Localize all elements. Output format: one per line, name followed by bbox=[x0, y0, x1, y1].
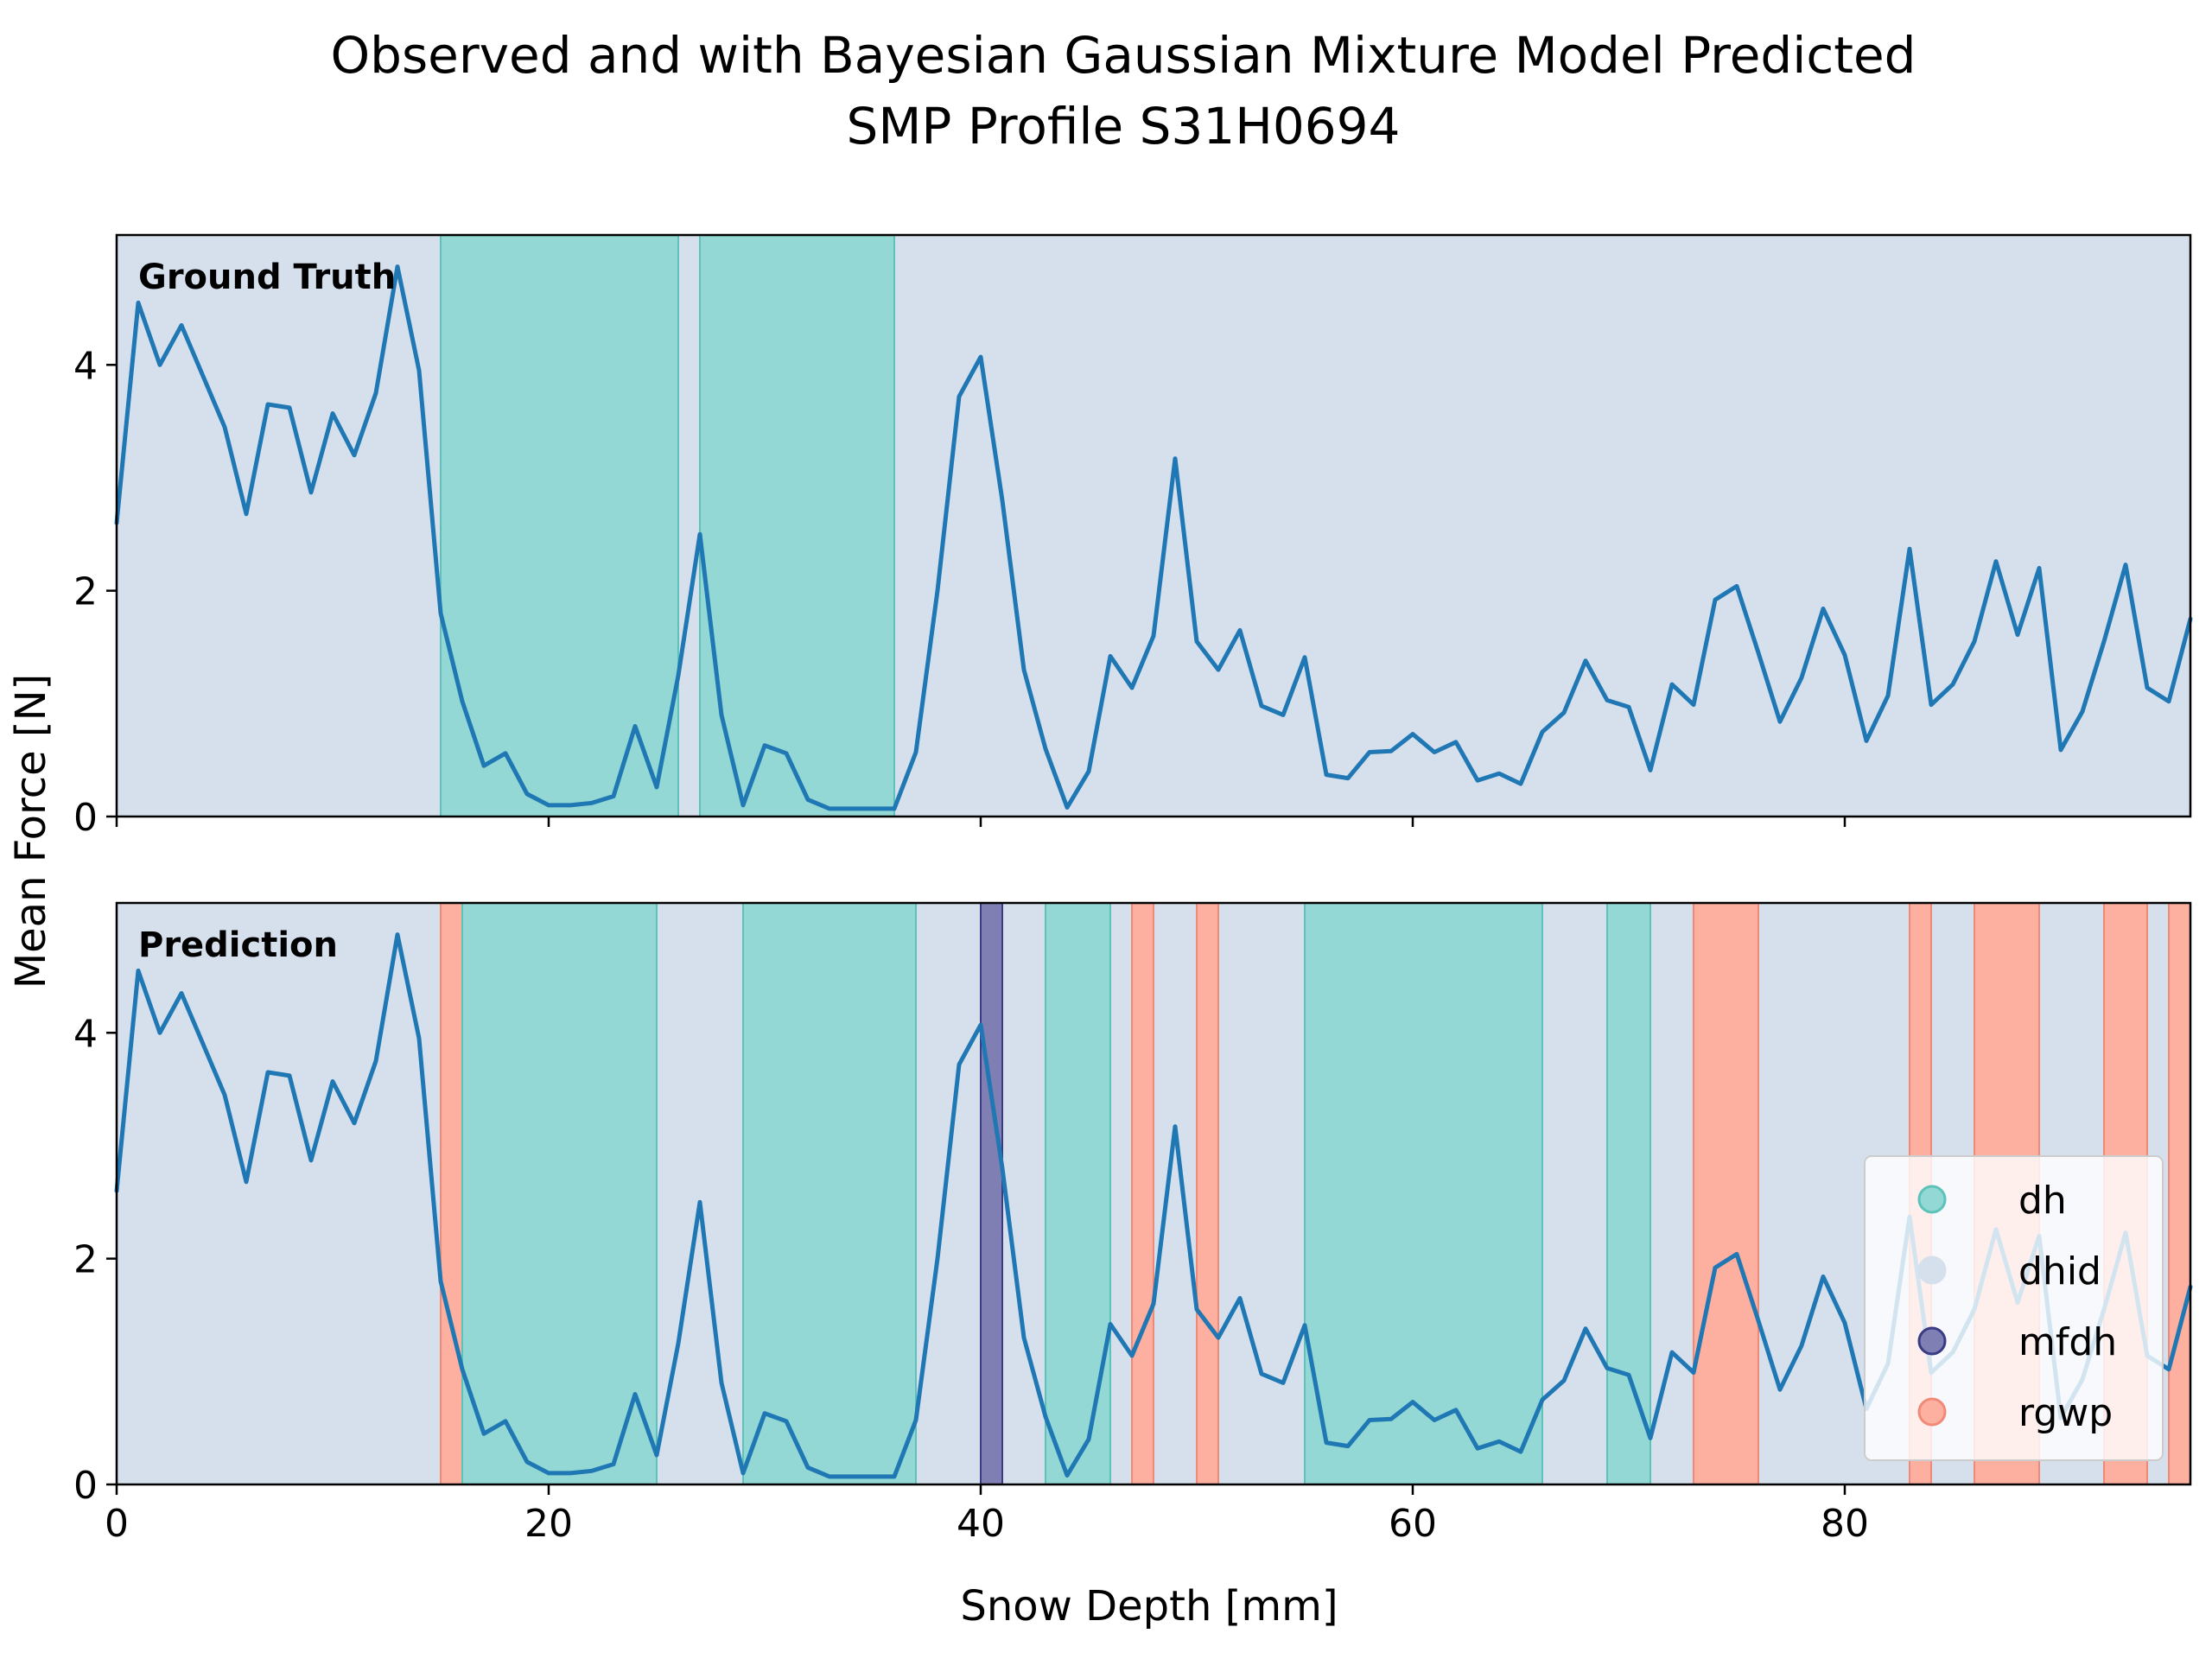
legend-marker-dh bbox=[1917, 1185, 1947, 1214]
legend-label-dhid: dhid bbox=[2018, 1249, 2101, 1294]
legend-marker-mfdh bbox=[1917, 1326, 1947, 1356]
layer-span-dh bbox=[742, 902, 917, 1485]
legend-marker-rgwp bbox=[1917, 1397, 1947, 1427]
layer-span-rgwp bbox=[440, 902, 463, 1485]
y-tick-label: 2 bbox=[73, 1238, 98, 1282]
layer-span-dh bbox=[699, 234, 895, 817]
legend-label-rgwp: rgwp bbox=[2018, 1391, 2113, 1435]
layer-span-dh bbox=[1606, 902, 1651, 1485]
y-axis-label: Mean Force [N] bbox=[7, 674, 55, 989]
legend: dh dhid mfdh rgwp bbox=[1864, 1155, 2164, 1461]
layer-span-rgwp bbox=[1196, 902, 1219, 1485]
x-tick-label: 0 bbox=[105, 1502, 129, 1546]
y-tick-label: 0 bbox=[73, 1464, 98, 1508]
y-tick-label: 4 bbox=[73, 344, 98, 388]
layer-span-dh bbox=[461, 902, 658, 1485]
y-tick-label: 2 bbox=[73, 570, 98, 614]
layer-span-rgwp bbox=[2168, 902, 2191, 1485]
layer-span-dh bbox=[1304, 902, 1543, 1485]
layer-span-rgwp bbox=[1693, 902, 1759, 1485]
x-tick-label: 80 bbox=[1821, 1502, 1869, 1546]
ground-truth-panel: 0 2 4 Ground Truth bbox=[73, 233, 2193, 840]
y-tick-label: 4 bbox=[73, 1012, 98, 1056]
panel-frame bbox=[115, 233, 2192, 818]
layer-span-mfdh bbox=[980, 902, 1003, 1485]
panel-frame bbox=[115, 901, 2192, 1486]
panel-background-dhid bbox=[117, 235, 2190, 817]
x-axis-label: Snow Depth [mm] bbox=[960, 1582, 1338, 1630]
layer-span-dh bbox=[1045, 902, 1111, 1485]
chart-title-line1: Observed and with Bayesian Gaussian Mixt… bbox=[331, 26, 1916, 85]
layer-span-rgwp bbox=[1131, 902, 1154, 1485]
x-tick-label: 20 bbox=[524, 1502, 573, 1546]
mean-force-line bbox=[114, 932, 2193, 1479]
legend-marker-dhid bbox=[1917, 1255, 1947, 1285]
y-tick-label: 0 bbox=[73, 796, 98, 840]
legend-box bbox=[1864, 1155, 2164, 1461]
mean-force-line bbox=[114, 264, 2193, 811]
x-tick-label: 60 bbox=[1389, 1502, 1437, 1546]
layer-span-dh bbox=[440, 234, 679, 817]
panel-label: Ground Truth bbox=[138, 257, 396, 297]
chart-title-line2: SMP Profile S31H0694 bbox=[847, 97, 1401, 156]
x-tick-label: 40 bbox=[957, 1502, 1005, 1546]
legend-label-mfdh: mfdh bbox=[2018, 1320, 2117, 1364]
legend-label-dh: dh bbox=[2018, 1179, 2067, 1223]
panel-label: Prediction bbox=[138, 925, 338, 965]
